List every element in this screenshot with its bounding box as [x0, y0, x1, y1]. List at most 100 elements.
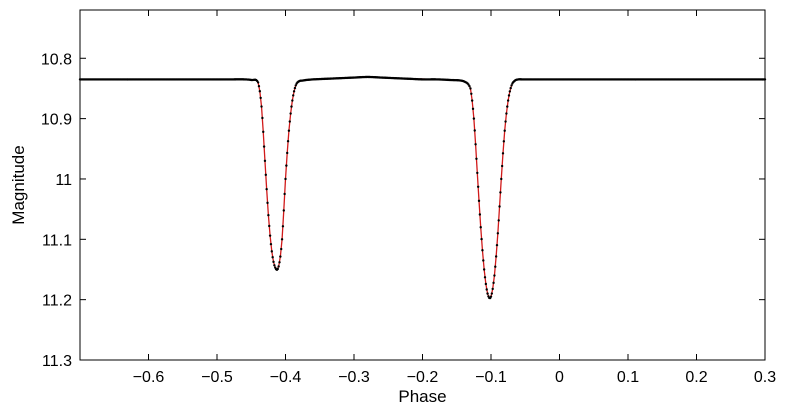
- data-point: [506, 105, 509, 108]
- data-point: [494, 255, 498, 258]
- data-point: [270, 250, 273, 253]
- data-point: [280, 247, 283, 251]
- data-point: [496, 232, 500, 235]
- x-tick-label: 0.2: [685, 369, 707, 386]
- data-point: [283, 192, 286, 196]
- data-point: [495, 243, 499, 247]
- y-tick-label: 11.1: [42, 232, 72, 249]
- y-axis-label: Magnitude: [9, 145, 28, 224]
- data-point: [262, 145, 266, 148]
- x-tick-label: −0.4: [270, 369, 302, 386]
- x-tick-label: 0.3: [754, 369, 776, 386]
- data-point: [500, 177, 503, 181]
- x-axis-label: Phase: [398, 387, 446, 406]
- data-point: [480, 237, 483, 241]
- data-point: [293, 86, 297, 90]
- data-point: [510, 84, 513, 87]
- data-point: [509, 86, 512, 90]
- model-curve-line: [80, 76, 765, 300]
- data-point: [484, 282, 488, 286]
- data-point: [278, 261, 281, 264]
- observed-points-layer: [78, 75, 767, 300]
- data-point: [268, 224, 271, 228]
- data-point: [288, 120, 291, 123]
- data-point: [277, 265, 280, 268]
- axis-ticks: [80, 10, 766, 361]
- data-point: [280, 238, 284, 241]
- data-point: [476, 185, 480, 188]
- data-point: [290, 105, 293, 108]
- data-point: [292, 94, 295, 97]
- data-point: [507, 94, 511, 97]
- data-point: [483, 276, 487, 279]
- data-point: [286, 140, 290, 143]
- x-tick-labels: −0.6 −0.5 −0.4 −0.3 −0.2 −0.1 0 0.1 0.2 0.3: [133, 369, 777, 386]
- data-point: [482, 259, 485, 262]
- x-tick-label: −0.6: [133, 369, 165, 386]
- data-point: [475, 157, 478, 160]
- data-point: [294, 84, 297, 87]
- x-tick-label: 0: [555, 369, 564, 386]
- data-point: [493, 274, 496, 277]
- x-tick-label: −0.3: [338, 369, 370, 386]
- data-point: [470, 92, 473, 96]
- data-point: [276, 267, 279, 271]
- data-point: [292, 90, 296, 93]
- data-point: [476, 171, 479, 175]
- data-point: [490, 292, 494, 295]
- data-point: [263, 159, 267, 163]
- data-point: [505, 112, 508, 115]
- plot-frame: [79, 9, 766, 361]
- data-point: [479, 226, 482, 229]
- data-point: [258, 90, 262, 93]
- data-point: [279, 255, 282, 258]
- data-point: [285, 164, 288, 167]
- x-tick-label: −0.1: [475, 369, 507, 386]
- data-point: [281, 225, 285, 228]
- data-point: [287, 129, 291, 132]
- x-tick-label: −0.5: [201, 369, 233, 386]
- data-point: [256, 81, 260, 84]
- data-point: [282, 209, 285, 212]
- data-point: [291, 99, 294, 102]
- data-point: [264, 173, 268, 177]
- data-point: [286, 151, 289, 155]
- data-point: [471, 107, 475, 111]
- data-point: [506, 99, 510, 102]
- data-point: [504, 120, 507, 123]
- data-point: [273, 264, 276, 267]
- y-tick-label: 11.3: [42, 353, 72, 370]
- data-point: [501, 152, 505, 155]
- data-point: [503, 129, 506, 132]
- data-point: [269, 242, 273, 246]
- y-tick-label: 10.9: [41, 112, 72, 129]
- model-curve-layer: [80, 76, 765, 300]
- data-point: [268, 234, 272, 237]
- data-point: [262, 130, 265, 134]
- data-point: [498, 205, 501, 208]
- y-tick-label: 10.8: [41, 51, 72, 68]
- data-point: [485, 288, 488, 291]
- data-point: [272, 260, 275, 264]
- data-point: [489, 295, 493, 298]
- data-point: [468, 84, 471, 88]
- data-point: [284, 177, 287, 181]
- y-tick-labels: 10.8 10.9 11 11.1 11.2 11.3: [41, 51, 72, 370]
- x-tick-label: 0.1: [617, 369, 639, 386]
- data-point: [478, 213, 482, 216]
- data-point: [267, 213, 270, 217]
- data-point: [289, 112, 292, 115]
- data-point: [494, 265, 497, 268]
- data-point: [491, 287, 494, 291]
- y-tick-label: 11: [55, 172, 72, 189]
- data-point: [472, 117, 476, 120]
- data-point: [508, 90, 512, 93]
- data-point: [474, 143, 477, 146]
- data-point: [502, 140, 506, 143]
- data-point: [470, 99, 474, 102]
- y-tick-label: 11.2: [42, 293, 72, 310]
- data-point: [271, 256, 274, 259]
- data-point: [477, 199, 481, 203]
- data-point: [492, 281, 495, 285]
